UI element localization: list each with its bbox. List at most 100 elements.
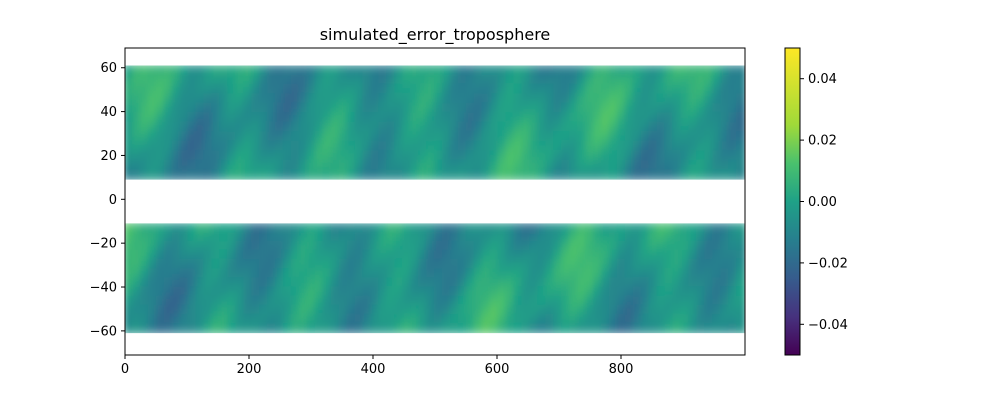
heatmap-cell — [267, 286, 278, 298]
heatmap-cell — [362, 249, 373, 261]
heatmap-cell — [497, 140, 508, 153]
heatmap-cell — [656, 313, 667, 325]
heatmap-cell — [386, 268, 397, 280]
heatmap-cell — [600, 83, 611, 96]
heatmap-cell — [441, 140, 452, 153]
heatmap-cell — [457, 313, 468, 325]
heatmap-cell — [243, 231, 254, 243]
heatmap-cell — [163, 268, 174, 280]
heatmap-cell — [219, 83, 230, 96]
heatmap-cell — [736, 249, 745, 261]
heatmap-cell — [418, 249, 429, 261]
heatmap-cell — [298, 313, 309, 325]
heatmap-cell — [418, 65, 429, 77]
heatmap-cell — [426, 286, 436, 298]
heatmap-cell — [426, 112, 436, 124]
heatmap-cell — [585, 159, 595, 172]
heatmap-cell — [203, 140, 214, 153]
heatmap-cell — [235, 65, 246, 77]
heatmap-cell — [664, 140, 675, 153]
heatmap-cell — [402, 231, 413, 243]
heatmap-cell — [465, 258, 476, 271]
heatmap-cell — [441, 121, 452, 134]
heatmap-cell — [465, 112, 476, 124]
heatmap-cell — [139, 140, 150, 153]
heatmap-cell — [457, 286, 468, 298]
heatmap-cell — [720, 93, 731, 105]
heatmap-cell — [330, 169, 341, 180]
heatmap-cell — [179, 322, 190, 334]
heatmap-cell — [521, 169, 532, 180]
heatmap-cell — [251, 223, 262, 234]
heatmap-cell — [624, 74, 635, 86]
heatmap-cell — [314, 74, 325, 86]
heatmap-cell — [434, 150, 444, 162]
heatmap-cell — [632, 131, 643, 143]
heatmap-cell — [370, 223, 381, 234]
heatmap-cell — [346, 83, 357, 96]
heatmap-cell — [441, 223, 452, 234]
heatmap-cell — [664, 304, 675, 316]
heatmap-cell — [410, 102, 421, 115]
heatmap-cell — [600, 140, 611, 153]
heatmap-cell — [386, 249, 397, 261]
heatmap-cell — [322, 74, 333, 86]
heatmap-cell — [624, 231, 635, 243]
heatmap-cell — [473, 131, 484, 143]
heatmap-cell — [314, 83, 325, 96]
heatmap-cell — [585, 112, 595, 124]
heatmap-cell — [481, 258, 492, 271]
heatmap-cell — [235, 304, 246, 316]
heatmap-cell — [720, 131, 731, 143]
heatmap-cell — [259, 65, 270, 77]
heatmap-cell — [712, 304, 723, 316]
heatmap-cell — [330, 150, 341, 162]
heatmap-cell — [521, 131, 532, 143]
heatmap-cell — [227, 102, 238, 115]
heatmap-cell — [600, 121, 611, 134]
heatmap-cell — [656, 140, 667, 153]
heatmap-cell — [195, 258, 206, 271]
heatmap-cell — [585, 140, 595, 153]
heatmap-cell — [553, 295, 564, 307]
heatmap-cell — [561, 121, 572, 134]
heatmap-cell — [656, 74, 667, 86]
heatmap-cell — [736, 286, 745, 298]
heatmap-cell — [243, 83, 254, 96]
heatmap-cell — [314, 295, 325, 307]
heatmap-cell — [314, 313, 325, 325]
heatmap-cell — [465, 65, 476, 77]
heatmap-cell — [290, 304, 301, 316]
heatmap-cell — [704, 268, 715, 280]
heatmap-cell — [457, 240, 468, 252]
heatmap-cell — [155, 65, 166, 77]
heatmap-cell — [473, 169, 484, 180]
heatmap-cell — [688, 74, 699, 86]
heatmap-cell — [370, 277, 381, 289]
heatmap-cell — [354, 93, 365, 105]
heatmap-cell — [251, 150, 262, 162]
heatmap-cell — [600, 131, 611, 143]
heatmap-cell — [481, 304, 492, 316]
heatmap-cell — [608, 277, 619, 289]
heatmap-cell — [545, 295, 556, 307]
heatmap-cell — [330, 286, 341, 298]
heatmap-cell — [322, 93, 333, 105]
heatmap-cell — [139, 258, 150, 271]
heatmap-cell — [227, 286, 238, 298]
heatmap-cell — [314, 93, 325, 105]
heatmap-cell — [561, 74, 572, 86]
heatmap-cell — [545, 93, 556, 105]
heatmap-cell — [386, 131, 397, 143]
heatmap-cell — [577, 249, 588, 261]
heatmap-cell — [608, 249, 619, 261]
heatmap-cell — [736, 102, 745, 115]
heatmap-cell — [426, 249, 436, 261]
heatmap-cell — [600, 304, 611, 316]
heatmap-cell — [330, 277, 341, 289]
heatmap-cell — [187, 223, 198, 234]
heatmap-cell — [537, 304, 548, 316]
heatmap-cell — [290, 322, 301, 334]
heatmap-cell — [696, 121, 707, 134]
